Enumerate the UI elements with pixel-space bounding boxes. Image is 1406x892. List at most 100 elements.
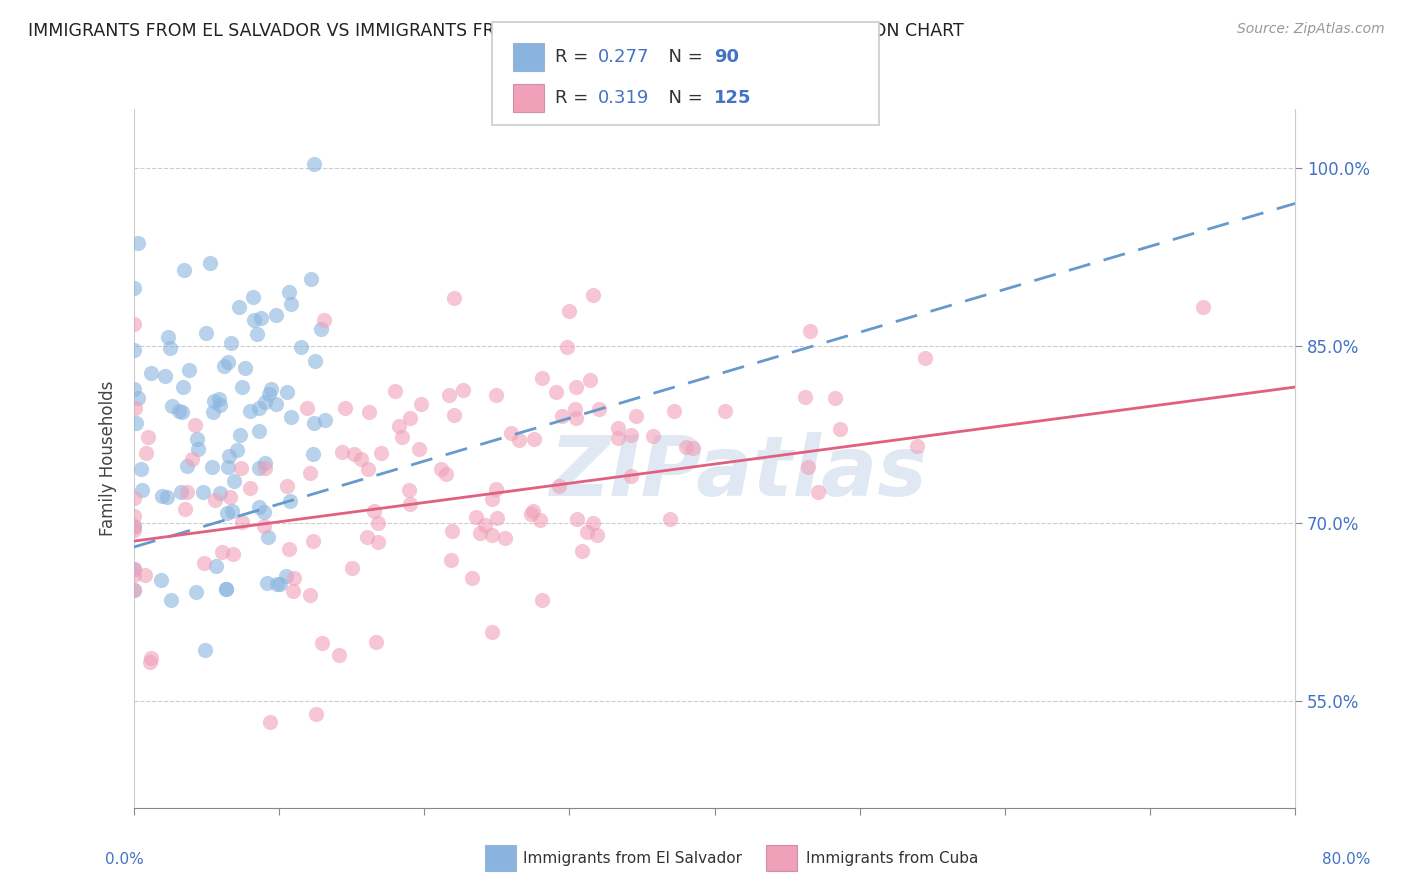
Point [486, 511, 509, 525]
Point [579, 374, 602, 388]
Point [794, 390, 817, 404]
Point [276, 568, 298, 582]
Point [546, 384, 568, 399]
Point [494, 531, 516, 545]
Point [350, 452, 373, 467]
Point [1192, 300, 1215, 314]
Point [299, 271, 322, 285]
Point [440, 552, 463, 566]
Point [356, 530, 378, 544]
Point [159, 341, 181, 355]
Point [266, 576, 288, 591]
Point [184, 418, 207, 433]
Point [641, 429, 664, 443]
Text: N =: N = [657, 48, 709, 66]
Point [129, 461, 152, 475]
Point [565, 410, 588, 425]
Point [250, 311, 273, 326]
Point [173, 263, 195, 277]
Point [179, 363, 201, 377]
Point [170, 485, 193, 500]
Point [662, 404, 685, 418]
Point [122, 582, 145, 597]
Point [208, 398, 231, 412]
Point [460, 571, 482, 585]
Point [246, 326, 269, 341]
Point [384, 384, 406, 399]
Point [219, 336, 242, 351]
Point [256, 575, 278, 590]
Point [218, 449, 240, 463]
Point [295, 401, 318, 416]
Point [264, 397, 287, 411]
Point [905, 440, 928, 454]
Point [434, 467, 457, 481]
Point [551, 409, 574, 424]
Point [586, 528, 609, 542]
Point [520, 507, 543, 521]
Text: R =: R = [555, 89, 595, 107]
Point [256, 531, 278, 545]
Point [443, 409, 465, 423]
Point [201, 460, 224, 475]
Point [398, 497, 420, 511]
Point [228, 300, 250, 314]
Point [582, 516, 605, 530]
Point [221, 504, 243, 518]
Point [122, 568, 145, 582]
Point [243, 312, 266, 326]
Point [212, 359, 235, 373]
Point [259, 715, 281, 730]
Point [159, 592, 181, 607]
Point [280, 409, 302, 424]
Point [328, 648, 350, 662]
Point [122, 520, 145, 534]
Point [529, 513, 551, 527]
Point [548, 479, 571, 493]
Point [221, 547, 243, 561]
Point [198, 255, 221, 269]
Point [193, 556, 215, 570]
Point [172, 379, 194, 393]
Point [391, 430, 413, 444]
Point [335, 401, 357, 415]
Point [388, 419, 411, 434]
Point [169, 404, 191, 418]
Point [299, 589, 322, 603]
Point [257, 387, 280, 401]
Point [555, 340, 578, 354]
Point [222, 474, 245, 488]
Point [150, 573, 173, 587]
Point [139, 366, 162, 380]
Point [309, 322, 332, 336]
Point [141, 651, 163, 665]
Point [122, 562, 145, 576]
Point [302, 534, 325, 549]
Point [280, 297, 302, 311]
Point [523, 432, 546, 446]
Point [160, 399, 183, 413]
Point [571, 543, 593, 558]
Point [620, 468, 643, 483]
Point [314, 312, 336, 326]
Point [124, 401, 146, 416]
Point [531, 593, 554, 607]
Point [136, 430, 159, 444]
Point [576, 525, 599, 540]
Point [122, 317, 145, 331]
Point [443, 291, 465, 305]
Text: ZIPatlas: ZIPatlas [548, 432, 927, 513]
Point [914, 351, 936, 366]
Point [253, 456, 276, 470]
Point [217, 355, 239, 369]
Point [830, 421, 852, 435]
Point [682, 442, 704, 456]
Point [264, 308, 287, 322]
Point [364, 635, 387, 649]
Point [239, 481, 262, 495]
Point [522, 503, 544, 517]
Point [807, 485, 830, 500]
Point [180, 452, 202, 467]
Point [659, 512, 682, 526]
Point [485, 482, 508, 496]
